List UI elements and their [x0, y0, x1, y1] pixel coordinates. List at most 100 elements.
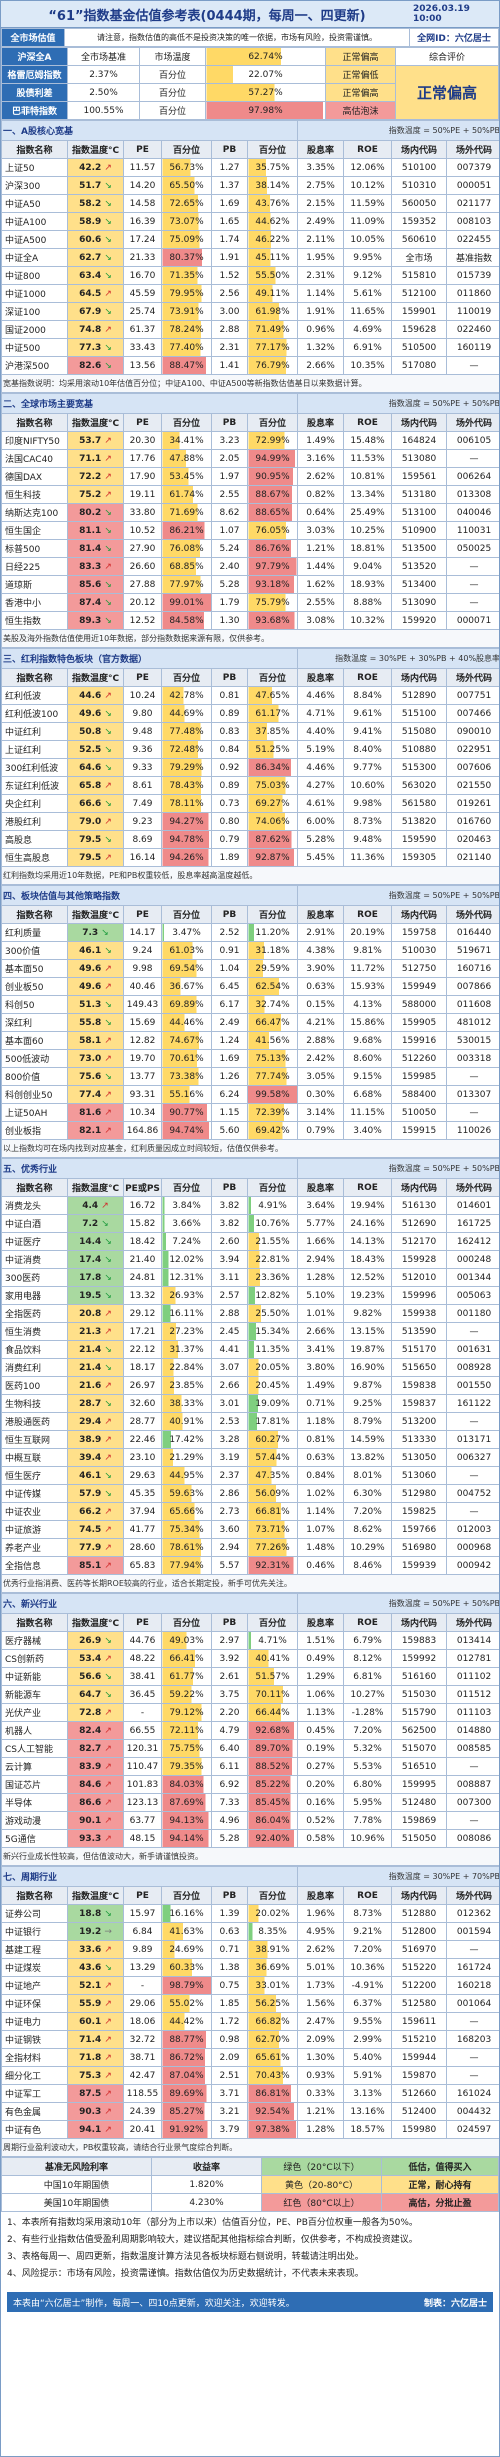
roe: 9.98%	[343, 794, 393, 813]
pb-percentile: 76.05%	[246, 521, 299, 540]
pe: 38.71	[123, 2048, 162, 2067]
index-name: 德国DAX	[1, 467, 68, 486]
index-name: 医药100	[1, 1376, 68, 1395]
exchange-code: 513520	[391, 557, 448, 576]
dividend-yield: 5.45%	[297, 848, 345, 867]
dividend-yield: 1.51%	[297, 1631, 345, 1650]
index-name: 上证50	[1, 158, 68, 177]
index-temperature: 66.2 ↗	[67, 1502, 124, 1521]
pb: 2.51	[211, 2066, 248, 2085]
pb-percentile: 20.02%	[246, 1904, 299, 1923]
otc-code: 110026	[446, 1121, 499, 1140]
pe: 17.21	[123, 1322, 162, 1341]
pb-percentile: 47.35%	[246, 1466, 299, 1485]
temperature-value: 7.2	[82, 1218, 99, 1229]
exchange-code: 515030	[391, 1685, 448, 1704]
column-label: 场外代码	[446, 905, 499, 924]
temperature-value: 21.6	[79, 1380, 102, 1391]
otc-code: 006327	[446, 1448, 499, 1467]
pe: 48.15	[123, 1829, 162, 1848]
trend-arrow: ↗	[104, 2124, 112, 2135]
pb-percentile: 38.14%	[246, 176, 299, 195]
otc-code: —	[446, 2048, 499, 2067]
pb: 3.00	[211, 302, 248, 321]
index-name: 恒生消费	[1, 1322, 68, 1341]
temperature-value: 20.8	[79, 1308, 102, 1319]
pe-percentile: 78.61%	[161, 1538, 212, 1557]
dividend-yield: 0.96%	[297, 320, 345, 339]
pb: 5.28	[211, 575, 248, 594]
otc-code: 007466	[446, 704, 499, 723]
pe-percentile: 78.11%	[161, 794, 212, 813]
dividend-yield: 0.93%	[297, 2066, 345, 2085]
pe: -	[123, 1703, 162, 1722]
roe: 10.60%	[343, 776, 393, 795]
trend-arrow: ↗	[104, 1944, 112, 1955]
roe: 3.13%	[343, 2084, 393, 2103]
index-name: 消费龙头	[1, 1196, 68, 1215]
trend-arrow: ↘	[104, 579, 112, 590]
exchange-code: 159628	[391, 320, 448, 339]
index-row: 消费红利 21.4 ↘ 18.17 22.84% 3.07 20.05% 3.80% 16.90…	[1, 1358, 499, 1377]
otc-code: 040046	[446, 503, 499, 522]
otc-code: 090010	[446, 722, 499, 741]
column-label: 指数名称	[1, 1613, 68, 1632]
index-row: 游戏动漫 90.1 ↗ 63.77 94.13% 4.96 86.04% 0.52% 7.78%…	[1, 1811, 499, 1830]
pb: 3.07	[211, 1358, 248, 1377]
pb: 2.40	[211, 557, 248, 576]
column-label: 百分位	[161, 1178, 212, 1197]
trend-arrow: ↗	[104, 816, 112, 827]
otc-code: 021177	[446, 194, 499, 213]
pb-percentile: 4.91%	[246, 1196, 299, 1215]
roe: 6.30%	[343, 1484, 393, 1503]
pe-percentile: 73.91%	[161, 302, 212, 321]
roe: 9.15%	[343, 1067, 393, 1086]
pb: 0.89	[211, 704, 248, 723]
roe: 10.36%	[343, 1958, 393, 1977]
overview-cell: 综合评价	[395, 47, 499, 66]
pb: 3.60	[211, 1520, 248, 1539]
pe: 15.97	[123, 1904, 162, 1923]
otc-code: 基准指数	[446, 248, 499, 267]
exchange-code: 159915	[391, 1121, 448, 1140]
trend-arrow: ↗	[104, 1035, 112, 1046]
index-name: 300医药	[1, 1268, 68, 1287]
exchange-code: 513050	[391, 1448, 448, 1467]
pe-percentile: 75.75%	[161, 1739, 212, 1758]
index-row: 红利质量 7.3 ↘ 14.17 3.47% 2.52 11.20% 2.91% 20.19% 1…	[1, 923, 499, 942]
pb-percentile: 70.43%	[246, 2066, 299, 2085]
pb-percentile: 23.36%	[246, 1268, 299, 1287]
index-name: 红利低波	[1, 686, 68, 705]
temperature-value: 39.4	[79, 1452, 102, 1463]
pb-percentile: 88.67%	[246, 485, 299, 504]
exchange-code: 515810	[391, 266, 448, 285]
pe-percentile: 79.35%	[161, 1757, 212, 1776]
dividend-yield: 0.63%	[297, 977, 345, 996]
otc-code: 016440	[446, 923, 499, 942]
otc-code: —	[446, 1811, 499, 1830]
index-name: 中证红利	[1, 722, 68, 741]
pe: 28.77	[123, 1412, 162, 1431]
index-name: 港股通医药	[1, 1412, 68, 1431]
temperature-value: 79.0	[79, 816, 102, 827]
pe-percentile: 90.77%	[161, 1103, 212, 1122]
dividend-yield: 0.30%	[297, 1085, 345, 1104]
temperature-value: 82.6	[79, 360, 102, 371]
temperature-value: 85.6	[79, 579, 102, 590]
roe: 19.23%	[343, 1286, 393, 1305]
dividend-yield: 2.09%	[297, 2030, 345, 2049]
roe: 9.41%	[343, 722, 393, 741]
trend-arrow: ↗	[104, 288, 112, 299]
pe: 37.94	[123, 1502, 162, 1521]
pb: 2.20	[211, 1703, 248, 1722]
roe: 9.82%	[343, 1304, 393, 1323]
temperature-value: 38.9	[79, 1434, 102, 1445]
trend-arrow: ↘	[104, 945, 112, 956]
index-temperature: 51.3 ↘	[67, 995, 124, 1014]
index-name: 医疗器械	[1, 1631, 68, 1650]
exchange-code: 515300	[391, 758, 448, 777]
update-date: 2026.03.19 10:00	[413, 4, 470, 24]
pb-percentile: 99.58%	[246, 1085, 299, 1104]
index-row: 中证800 63.4 ↘ 16.70 71.35% 1.52 55.50% 2.31% 9.12…	[1, 266, 499, 285]
dividend-yield: 0.71%	[297, 1394, 345, 1413]
